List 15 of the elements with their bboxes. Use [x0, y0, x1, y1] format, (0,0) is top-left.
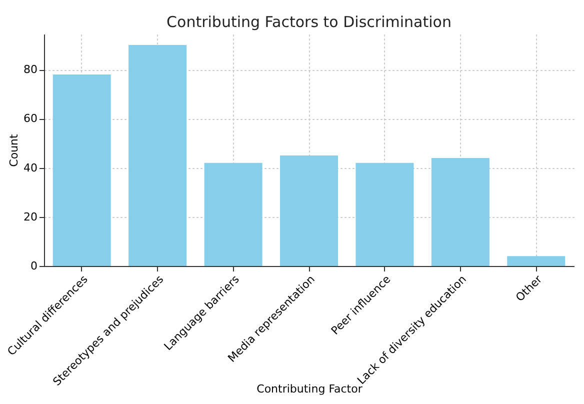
bar — [128, 45, 187, 266]
bar — [356, 162, 414, 266]
bar — [507, 256, 566, 266]
y-tick-label: 80 — [24, 63, 38, 76]
chart-title: Contributing Factors to Discrimination — [166, 13, 452, 31]
y-tick-label: 40 — [24, 161, 38, 174]
x-axis-title: Contributing Factor — [256, 382, 363, 396]
y-tick-label: 60 — [24, 112, 38, 126]
bar — [280, 156, 338, 266]
bar — [204, 162, 262, 266]
bar — [431, 158, 490, 266]
y-axis-title: Count — [8, 133, 21, 167]
y-tick-label: 0 — [30, 260, 38, 272]
y-tick-label: 20 — [24, 210, 38, 224]
bar — [52, 74, 111, 266]
